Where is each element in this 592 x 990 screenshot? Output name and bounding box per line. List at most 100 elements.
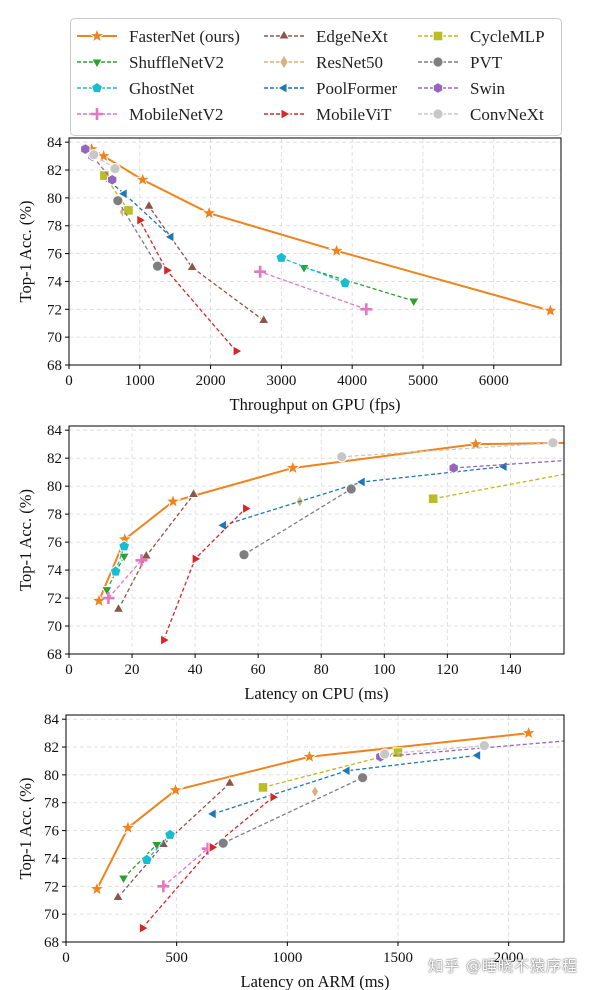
data-point xyxy=(257,782,269,793)
series-line xyxy=(117,782,231,898)
data-point xyxy=(254,265,267,278)
x-tick-label: 0 xyxy=(65,662,73,678)
series-mobilenetv2 xyxy=(157,842,214,893)
y-tick-label: 80 xyxy=(47,191,62,207)
data-point xyxy=(80,143,91,156)
legend-entry-mobilenetv2: MobileNetV2 xyxy=(77,105,223,124)
data-point xyxy=(328,241,346,259)
y-tick-label: 82 xyxy=(47,163,62,179)
y-tick-label: 76 xyxy=(47,247,63,263)
legend-entry-shufflenetv2: ShuffleNetV2 xyxy=(77,53,224,72)
data-point xyxy=(478,740,490,752)
legend-label: ShuffleNetV2 xyxy=(129,53,224,72)
x-tick-label: 5000 xyxy=(408,373,438,389)
data-point xyxy=(345,483,357,495)
data-point xyxy=(138,922,150,935)
y-tick-label: 70 xyxy=(44,907,59,923)
x-tick-label: 2000 xyxy=(494,950,524,966)
data-point xyxy=(160,633,171,647)
y-tick-label: 84 xyxy=(47,135,63,151)
legend-marker xyxy=(279,54,289,70)
y-tick-label: 72 xyxy=(47,591,62,607)
data-point xyxy=(117,874,130,885)
legend-entry-ghostnet: GhostNet xyxy=(77,79,194,98)
legend: FasterNet (ours) EdgeNeXt CycleMLP ShuffleN… xyxy=(70,18,562,136)
data-point xyxy=(470,749,482,762)
data-point xyxy=(186,260,199,272)
data-point xyxy=(541,301,559,318)
data-point xyxy=(100,586,113,597)
x-tick-label: 2000 xyxy=(196,373,226,389)
legend-entry-edgenext: EdgeNeXt xyxy=(264,27,388,46)
y-tick-label: 74 xyxy=(44,851,60,867)
series-convnext xyxy=(336,437,559,463)
y-tick-label: 80 xyxy=(44,768,59,784)
legend-entry-pvt: PVT xyxy=(418,53,503,72)
data-point xyxy=(90,591,108,609)
data-point xyxy=(109,565,122,577)
plot-frame xyxy=(68,425,565,655)
data-point xyxy=(163,230,175,243)
data-point xyxy=(88,149,100,161)
data-point xyxy=(427,493,439,505)
legend-label: GhostNet xyxy=(129,79,194,98)
legend-marker xyxy=(277,29,291,40)
data-point xyxy=(200,204,218,221)
data-point xyxy=(111,890,125,901)
legend-label: CycleMLP xyxy=(470,27,545,46)
data-point xyxy=(157,880,170,893)
x-tick-label: 1000 xyxy=(272,950,302,966)
legend-entry-convnext: ConvNeXt xyxy=(418,105,544,124)
data-point xyxy=(566,435,580,449)
series-poolformer xyxy=(206,749,482,820)
legend-marker xyxy=(432,82,444,94)
data-point xyxy=(310,784,320,799)
data-point xyxy=(167,781,185,798)
data-point xyxy=(102,592,115,605)
series-group xyxy=(80,140,559,358)
series-line xyxy=(384,744,485,755)
series-edgenext xyxy=(142,199,270,324)
legend-frame xyxy=(70,18,562,136)
series-ghostnet xyxy=(140,828,177,865)
y-axis-label: Top-1 Acc. (%) xyxy=(16,201,35,303)
data-point xyxy=(208,841,220,854)
data-point xyxy=(150,841,163,852)
data-point xyxy=(497,460,508,473)
series-pvt xyxy=(112,195,164,272)
data-point xyxy=(547,437,559,449)
legend-marker xyxy=(90,58,104,69)
data-point xyxy=(232,345,244,358)
data-point xyxy=(467,435,485,452)
series-convnext xyxy=(379,740,490,760)
series-mobilenetv2 xyxy=(102,554,148,605)
data-point xyxy=(223,776,236,787)
x-axis-label: Throughput on GPU (fps) xyxy=(230,395,401,414)
data-point xyxy=(448,461,459,474)
data-point xyxy=(164,828,177,840)
legend-label: ConvNeXt xyxy=(470,105,544,124)
data-point xyxy=(112,195,124,207)
series-line xyxy=(259,271,367,310)
series-line xyxy=(380,740,564,758)
y-tick-label: 78 xyxy=(47,219,62,235)
y-tick-label: 78 xyxy=(44,796,59,812)
series-edgenext xyxy=(111,776,236,901)
data-point xyxy=(216,519,227,532)
legend-marker xyxy=(432,56,444,68)
series-swin xyxy=(448,459,564,474)
series-cyclemlp xyxy=(427,473,564,505)
legend-marker xyxy=(277,81,288,95)
data-point xyxy=(300,747,318,765)
legend-marker xyxy=(432,30,444,42)
grid xyxy=(68,426,564,655)
series-line xyxy=(162,848,209,887)
x-tick-label: 140 xyxy=(499,662,522,678)
x-tick-label: 120 xyxy=(436,662,459,678)
series-shufflenetv2 xyxy=(297,264,420,308)
data-point xyxy=(297,264,311,275)
data-point xyxy=(520,724,538,741)
series-fasternet-ours xyxy=(88,724,538,897)
data-point xyxy=(257,313,270,324)
